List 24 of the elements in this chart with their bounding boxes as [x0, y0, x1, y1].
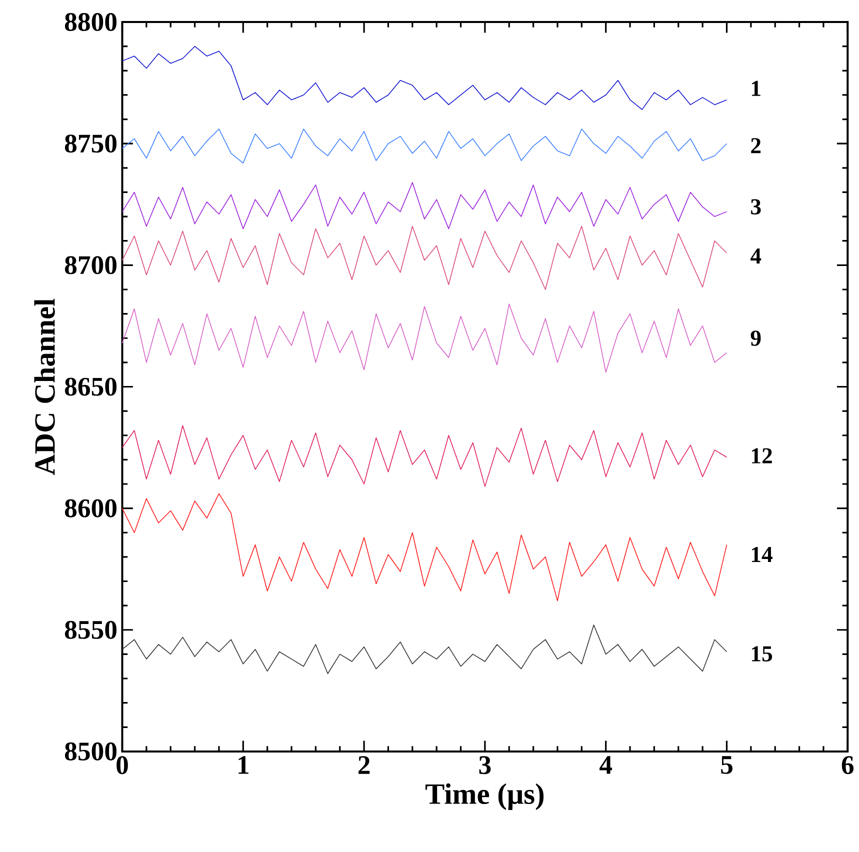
x-tick-label: 0 [116, 756, 128, 774]
x-axis-title: Time (μs) [426, 784, 544, 810]
series-label: 12 [752, 448, 772, 464]
series-label: 14 [752, 547, 772, 562]
series-label: 3 [751, 199, 761, 215]
y-tick-label: 8700 [64, 256, 116, 274]
x-tick-label: 4 [600, 756, 612, 774]
series-label: 15 [752, 646, 772, 662]
y-tick-label: 8750 [64, 134, 116, 153]
x-tick-label: 5 [721, 756, 732, 774]
x-tick-label: 3 [479, 756, 491, 774]
x-tick-label: 1 [238, 756, 248, 774]
series-label: 2 [751, 138, 761, 154]
y-tick-label: 8550 [64, 621, 116, 640]
series-label: 9 [750, 330, 761, 346]
series-label: 4 [750, 248, 762, 264]
y-tick-label: 8650 [64, 378, 116, 396]
x-tick-label: 2 [358, 756, 370, 774]
series-label: 1 [752, 81, 760, 96]
y-tick-label: 8600 [64, 499, 116, 518]
x-tick-label: 6 [842, 756, 854, 774]
y-axis-title: ADC Channel [34, 298, 55, 476]
y-tick-label: 8500 [64, 742, 116, 761]
y-tick-label: 8800 [64, 13, 116, 32]
